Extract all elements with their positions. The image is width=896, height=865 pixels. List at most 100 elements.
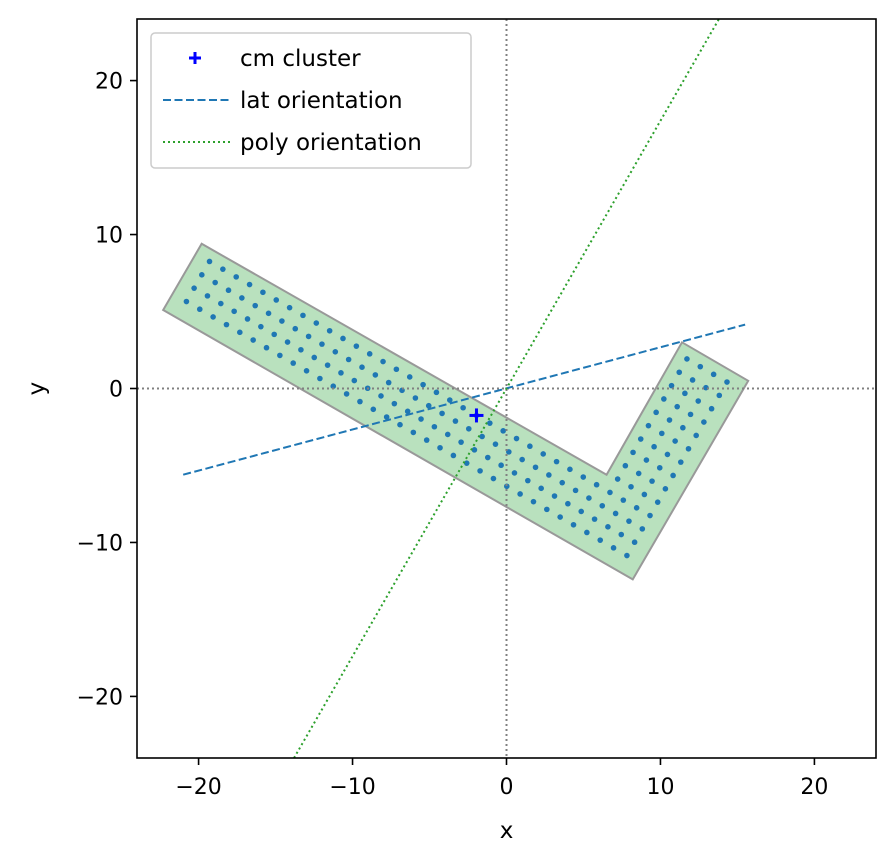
lattice-point [677,459,684,465]
lattice-point [697,363,704,370]
legend-label-2: poly orientation [240,130,422,156]
lattice-point [519,456,525,463]
lattice-point [674,403,680,410]
lattice-point [319,341,325,347]
lattice-point [439,410,445,417]
lattice-point [359,364,365,371]
lattice-point [273,297,280,303]
lattice-point [484,454,491,461]
legend: cm cluster lat orientation poly orientatio… [150,32,472,169]
polygon-region [161,242,750,581]
lattice-point [258,323,264,330]
lattice-point [239,295,245,301]
y-axis-label: y [24,382,50,396]
lattice-point [653,409,659,416]
lattice-point [567,466,573,473]
lattice-point [716,392,723,399]
lattice-point [626,518,632,524]
lattice-point [487,420,493,426]
lattice-point [313,320,320,326]
lattice-point [340,335,346,342]
lattice-point [231,308,237,315]
lattice-point [311,354,318,361]
lattice-point [353,343,360,349]
lattice-point [366,351,373,357]
lattice-point [662,486,669,492]
lattice-point [630,449,636,456]
series-line-2 [293,19,720,758]
lattice-point [572,487,579,494]
lattice-point [689,377,696,383]
cm-cluster-marker [469,408,484,423]
lattice-point [244,316,251,322]
lattice-point [460,404,466,411]
lattice-point [317,375,323,382]
lattice-point [418,416,424,422]
lattice-point [693,432,699,439]
lattice-point [680,424,686,431]
lattice-point [513,435,520,442]
lattice-point [303,368,310,374]
lattice-point [682,390,688,397]
lattice-point [672,438,678,444]
lattice-point [425,402,432,409]
lattice-point [338,370,344,376]
lattice-point [326,327,333,334]
lattice-point [263,344,270,351]
lattice-point [551,493,558,499]
lattice-point [546,472,552,478]
lattice-point [196,306,203,313]
lattice-point [324,362,331,368]
lattice-point [637,436,644,442]
lattice-point [695,398,702,404]
lattice-point [643,457,650,463]
lattice-point [635,470,642,477]
lattice-point [557,514,563,520]
lattice-point [586,495,592,501]
lattice-point [685,445,692,452]
lattice-point [701,419,707,425]
lattice-point [651,443,657,450]
lattice-point [559,479,566,486]
lattice-point [724,379,730,385]
lattice-point [406,374,413,380]
lattice-point [212,279,218,286]
lattice-point [404,408,411,415]
lattice-point [628,483,634,490]
lattice-point [431,423,438,430]
lattice-point [300,312,306,319]
lattice-point [614,476,621,482]
lattice-point [271,331,278,338]
lattice-point [610,545,617,551]
lattice-point [639,526,646,532]
lattice-point [687,411,694,418]
lattice-point [199,272,205,278]
y-tick-label: −10 [77,531,123,556]
lattice-point [597,537,604,543]
lattice-point [345,356,352,363]
lattice-point [618,531,625,538]
lattice-point [393,366,400,373]
lattice-point [332,349,339,355]
lattice-point [233,274,240,280]
lattice-point [433,389,440,396]
lattice-point [645,422,652,429]
lattice-point [710,371,717,378]
lattice-point [191,285,197,291]
lattice-point [570,521,577,528]
lattice-point [631,539,638,546]
lattice-point [385,379,392,386]
lattice-point [204,293,211,299]
lattice-point [647,512,653,519]
lattice-point [622,462,629,469]
lattice-point [479,433,485,440]
lattice-point [391,400,398,407]
lattice-point [444,431,451,438]
lattice-point [612,510,619,517]
legend-label-1: lat orientation [240,88,403,114]
lattice-point [277,352,283,359]
lattice-point [410,429,417,436]
lattice-point [252,302,259,309]
lattice-point [286,304,293,311]
x-tick-label: −10 [329,775,375,800]
